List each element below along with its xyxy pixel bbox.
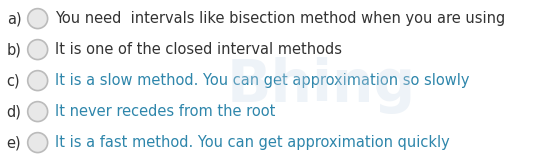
Text: b): b) (7, 42, 22, 57)
Text: It is a fast method. You can get approximation quickly: It is a fast method. You can get approxi… (55, 135, 450, 150)
Ellipse shape (28, 133, 48, 153)
Text: Bhing: Bhing (227, 57, 416, 114)
Text: You need  intervals like bisection method when you are using: You need intervals like bisection method… (55, 11, 506, 26)
Text: It is a slow method. You can get approximation so slowly: It is a slow method. You can get approxi… (55, 73, 470, 88)
Text: It is one of the closed interval methods: It is one of the closed interval methods (55, 42, 342, 57)
Ellipse shape (28, 9, 48, 29)
Ellipse shape (28, 102, 48, 122)
Ellipse shape (28, 40, 48, 60)
Text: e): e) (7, 135, 21, 150)
Text: a): a) (7, 11, 21, 26)
Text: It never recedes from the root: It never recedes from the root (55, 104, 276, 119)
Text: d): d) (7, 104, 22, 119)
Text: c): c) (7, 73, 20, 88)
Ellipse shape (28, 71, 48, 91)
